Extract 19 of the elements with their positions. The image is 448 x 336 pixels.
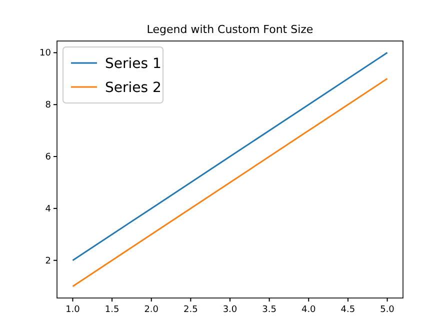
chart-title: Legend with Custom Font Size — [146, 23, 314, 36]
x-tick-label: 4.0 — [301, 305, 316, 315]
x-tick-label: 2.5 — [184, 305, 198, 315]
x-tick-label: 2.0 — [144, 305, 159, 315]
y-tick-label: 6 — [45, 152, 52, 163]
x-tick-label: 4.5 — [340, 305, 356, 315]
y-tick-label: 4 — [45, 204, 52, 214]
legend-label: Series 1 — [105, 56, 162, 72]
x-tick-label: 3.0 — [222, 305, 238, 315]
y-tick-label: 2 — [45, 256, 51, 266]
x-tick-label: 1.0 — [66, 305, 80, 315]
x-tick-label: 5.0 — [380, 305, 395, 315]
y-tick-label: 8 — [45, 100, 52, 111]
legend-label: Series 2 — [105, 80, 162, 96]
line-series — [72, 78, 388, 288]
x-tick-label: 3.5 — [262, 305, 276, 315]
line-series — [72, 52, 388, 262]
x-tick-label: 1.5 — [104, 305, 120, 315]
y-tick-label: 10 — [40, 48, 52, 59]
